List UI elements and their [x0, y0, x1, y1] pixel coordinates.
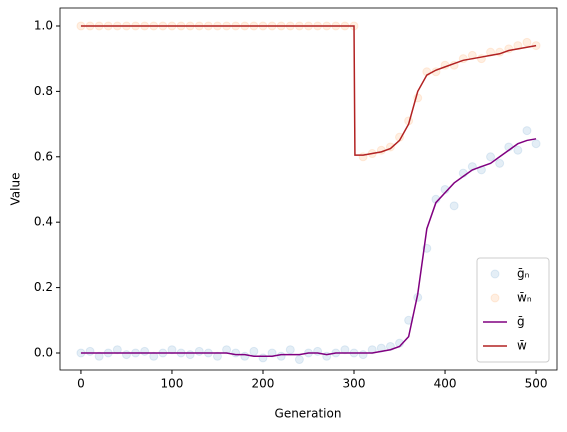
x-tick-label: 300 — [343, 377, 366, 391]
scatter-point — [185, 350, 195, 360]
x-tick-label: 400 — [434, 377, 457, 391]
x-tick-label: 100 — [161, 377, 184, 391]
scatter-point — [231, 348, 241, 358]
legend-label: w̄ₙ — [517, 291, 532, 305]
legend-label: ḡ — [517, 315, 525, 329]
y-axis-label: Value — [9, 173, 23, 206]
y-tick-label: 1.0 — [34, 18, 53, 32]
scatter-point — [522, 37, 532, 47]
plot-area — [76, 21, 541, 365]
y-tick-label: 0.2 — [34, 280, 53, 294]
scatter-point — [449, 201, 459, 211]
scatter-point — [486, 152, 496, 162]
x-axis-label: Generation — [275, 407, 342, 421]
scatter-point — [294, 355, 304, 365]
legend-box — [476, 257, 550, 363]
scatter-point — [276, 351, 286, 361]
x-tick-label: 0 — [77, 377, 85, 391]
y-tick-label: 0.4 — [34, 215, 53, 229]
x-tick-label: 500 — [525, 377, 548, 391]
y-tick-label: 0.0 — [34, 345, 53, 359]
scatter-point — [194, 346, 204, 356]
line — [80, 138, 537, 358]
scatter-point — [85, 346, 95, 356]
scatter-point — [249, 346, 259, 356]
axes-frame — [59, 7, 558, 371]
legend-marker — [490, 269, 500, 279]
legend-marker — [490, 293, 500, 303]
scatter-point — [495, 158, 505, 168]
scatter-point — [513, 145, 523, 155]
legend-label: ḡₙ — [517, 267, 530, 281]
x-tick-label: 200 — [252, 377, 275, 391]
scatter-point — [121, 350, 131, 360]
scatter-point — [258, 353, 268, 363]
line — [80, 25, 537, 156]
scatter-point — [522, 126, 532, 136]
y-tick-label: 0.6 — [34, 149, 53, 163]
y-tick-label: 0.8 — [34, 84, 53, 98]
scatter-point — [140, 346, 150, 356]
legend-label: w̄ — [517, 339, 527, 353]
scatter-point — [358, 350, 368, 360]
scatter-point — [240, 351, 250, 361]
scatter-point — [285, 345, 295, 355]
scatter-point — [531, 139, 541, 149]
